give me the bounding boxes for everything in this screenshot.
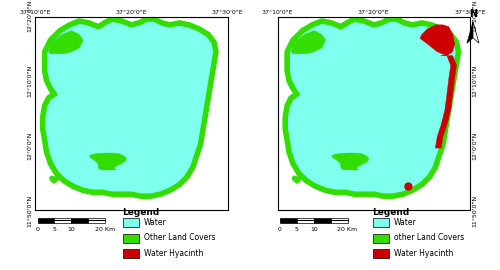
Polygon shape bbox=[291, 31, 326, 54]
Text: 12°10'0"N: 12°10'0"N bbox=[28, 65, 32, 97]
Circle shape bbox=[405, 183, 412, 190]
Text: 37°10'0"E: 37°10'0"E bbox=[262, 10, 293, 15]
Text: N: N bbox=[469, 9, 477, 19]
Text: 20 Km: 20 Km bbox=[95, 227, 115, 232]
Polygon shape bbox=[50, 176, 59, 183]
Polygon shape bbox=[48, 31, 83, 54]
Text: Other Land Covers: Other Land Covers bbox=[144, 233, 215, 242]
Text: Water: Water bbox=[144, 218, 167, 227]
Polygon shape bbox=[90, 153, 126, 170]
Text: Water: Water bbox=[394, 218, 416, 227]
Polygon shape bbox=[332, 153, 368, 170]
Text: 37°30'0"E: 37°30'0"E bbox=[454, 10, 486, 15]
Text: 10: 10 bbox=[310, 227, 318, 232]
Polygon shape bbox=[42, 19, 216, 196]
Text: 37°20'0"E: 37°20'0"E bbox=[116, 10, 147, 15]
Text: Water Hyacinth: Water Hyacinth bbox=[144, 249, 203, 258]
Text: 12°10'0"N: 12°10'0"N bbox=[472, 65, 478, 97]
Text: Water Hyacinth: Water Hyacinth bbox=[394, 249, 453, 258]
Text: 12°20'0"N: 12°20'0"N bbox=[472, 0, 478, 32]
Text: Legend: Legend bbox=[122, 208, 160, 217]
Text: 37°10'0"E: 37°10'0"E bbox=[19, 10, 51, 15]
Text: 12°20'0"N: 12°20'0"N bbox=[28, 0, 32, 32]
Text: 11°50'0"N: 11°50'0"N bbox=[472, 195, 478, 227]
Text: 0: 0 bbox=[278, 227, 282, 232]
Text: Legend: Legend bbox=[372, 208, 410, 217]
Polygon shape bbox=[292, 176, 302, 183]
Text: other Land Covers: other Land Covers bbox=[394, 233, 464, 242]
Text: 5: 5 bbox=[52, 227, 56, 232]
Text: 20 Km: 20 Km bbox=[338, 227, 357, 232]
Polygon shape bbox=[420, 25, 454, 56]
Text: 37°20'0"E: 37°20'0"E bbox=[358, 10, 390, 15]
Text: 0: 0 bbox=[36, 227, 40, 232]
Polygon shape bbox=[285, 19, 459, 196]
Text: 10: 10 bbox=[68, 227, 75, 232]
Text: 12°0'0"N: 12°0'0"N bbox=[472, 131, 478, 160]
Text: 5: 5 bbox=[295, 227, 299, 232]
Text: 37°30'0"E: 37°30'0"E bbox=[212, 10, 244, 15]
Text: 11°50'0"N: 11°50'0"N bbox=[28, 195, 32, 227]
Polygon shape bbox=[436, 56, 456, 148]
Text: 12°0'0"N: 12°0'0"N bbox=[28, 131, 32, 160]
